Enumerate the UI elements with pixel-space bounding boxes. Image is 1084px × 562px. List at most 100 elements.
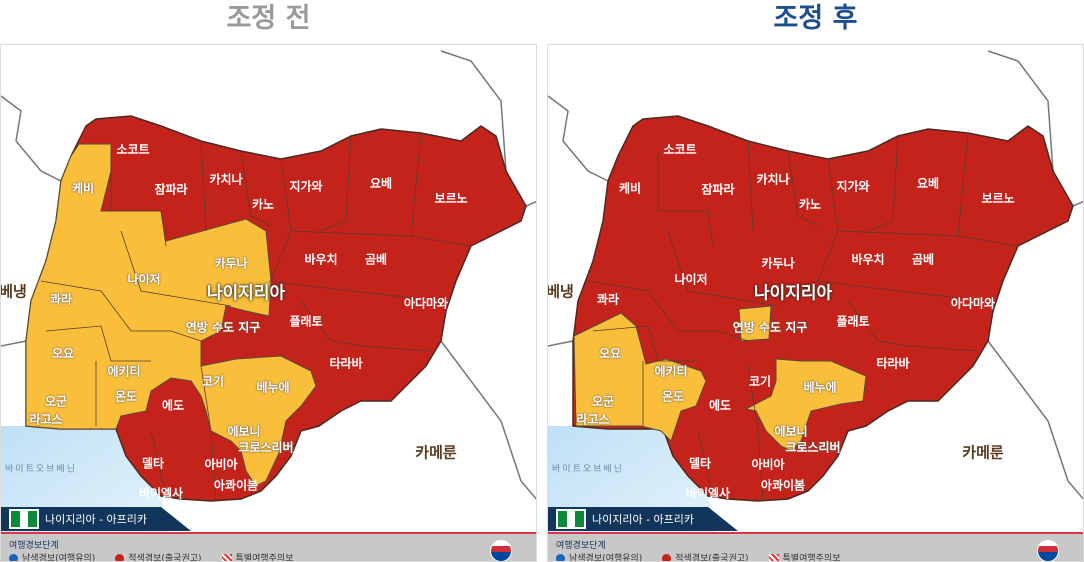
yellow-alert-region [744,358,867,452]
state-label: 카노 [798,197,822,212]
state-border [110,151,167,247]
legend-title: 여행경보단계 [556,541,606,551]
neighbor-border [548,340,574,347]
state-label: 아콰이봄 [213,478,259,493]
state-label: 베누에 [803,380,837,395]
benin-label: 베냉 [547,282,574,301]
state-label: 지가와 [289,179,323,194]
state-border [240,150,272,227]
state-border [867,135,899,232]
state-label: 아다마와 [950,296,996,311]
state-label: 온도 [114,389,138,404]
title-after: 조정 후 [773,3,858,34]
state-border [592,325,698,362]
korea-government-logo-icon [1037,540,1059,561]
state-label: 크로스리버 [785,440,841,455]
state-label: 카두나 [214,256,248,271]
neighbor-border [1072,201,1083,207]
red-dot-icon [115,554,125,561]
cameroon-label: 카메룬 [962,443,1004,462]
state-label: 델타 [688,456,712,471]
banner-label: 나이지리아 - 아프리카 [45,513,148,526]
state-label: 타라바 [876,356,910,371]
state-label: 라고스 [29,412,63,427]
state-border [300,300,432,352]
neighbor-border [987,340,1083,500]
state-border [268,280,442,302]
state-border [657,151,714,247]
state-border [150,430,167,497]
sea-label: 바이트오브베닌 [5,464,77,475]
state-label: 오군 [591,394,615,409]
state-label: 플래토 [289,314,323,329]
nigeria-map [548,50,1083,541]
korea-government-logo-icon [490,540,512,561]
state-label: 오군 [44,394,68,409]
state-label: 바이엘사 [138,486,184,501]
state-label: 지가와 [836,179,870,194]
neighbor-border [548,95,609,182]
legend-item-blue: 남색경보(여행유의) [556,551,642,561]
state-label: 아비아 [751,457,785,472]
legend-item-red: 적색경보(출국권고) [662,551,749,561]
blue-dot-icon [556,554,565,561]
state-border [290,230,472,247]
state-label: 잠파라 [701,182,735,197]
state-border [45,325,151,362]
state-border [957,132,969,237]
state-border [697,430,714,497]
state-label: 온도 [661,389,685,404]
country-label: 나이지리아 [206,283,286,304]
state-label: 플래토 [836,314,870,329]
nigeria-map [1,50,536,541]
state-border [747,365,759,432]
state-label: 에키티 [107,364,141,379]
title-before: 조정 전 [226,3,311,34]
state-label: 카치나 [209,172,243,187]
yellow-alert-region [573,312,707,442]
neighbor-border [1,95,62,182]
country-label: 나이지리아 [753,283,833,304]
state-label: 콰라 [596,292,620,307]
nigeria-flag-icon [556,509,586,529]
state-border [837,230,1019,247]
state-label: 에보니 [227,424,261,439]
state-label: 소코트 [116,142,150,157]
state-label: 바이엘사 [685,486,731,501]
state-label: 델타 [141,456,165,471]
state-label: 라고스 [576,412,610,427]
state-label: 소코트 [663,142,697,157]
state-border [200,140,207,232]
state-border [120,230,232,307]
neighbor-border [525,201,536,207]
state-label: 카노 [251,197,275,212]
legend: 여행경보단계 남색경보(여행유의) 적색경보(출국권고) 특별여행주의보 [1,532,536,561]
state-label: 오요 [51,346,75,361]
state-label: 바우치 [304,252,338,267]
legend-item-red: 적색경보(출국권고) [115,551,202,561]
sea-label: 바이트오브베닌 [552,464,624,475]
state-border [210,430,217,502]
neighbor-border [440,50,507,172]
benin-label: 베냉 [0,282,27,301]
blue-dot-icon [9,554,18,561]
state-label: 곰베 [364,252,388,267]
cameroon-label: 카메룬 [415,443,457,462]
legend-item-blue: 남색경보(여행유의) [9,551,95,561]
map-panel-before: 소코트 케비 잠파라 카치나 카노 지가와 요베 보르노 카두나 바우치 곰베 나이저 콰라 아다마와 연방… [0,44,537,562]
state-label: 코기 [201,374,225,389]
yellow-alert-region [25,143,317,487]
state-border [787,150,819,227]
state-label: 아다마와 [403,296,449,311]
state-label: 에도 [708,398,732,413]
neighbor-border [1,340,27,347]
country-banner: 나이지리아 - 아프리카 [1,507,191,531]
legend-item-special: 특별여행주의보 [221,551,294,561]
legend-item-special: 특별여행주의보 [768,551,841,561]
country-banner: 나이지리아 - 아프리카 [548,507,738,531]
state-label: 에도 [161,398,185,413]
state-border [815,280,989,302]
state-label: 보르노 [981,191,1015,206]
state-label: 연방 수도 지구 [732,320,808,335]
state-border [40,280,202,342]
